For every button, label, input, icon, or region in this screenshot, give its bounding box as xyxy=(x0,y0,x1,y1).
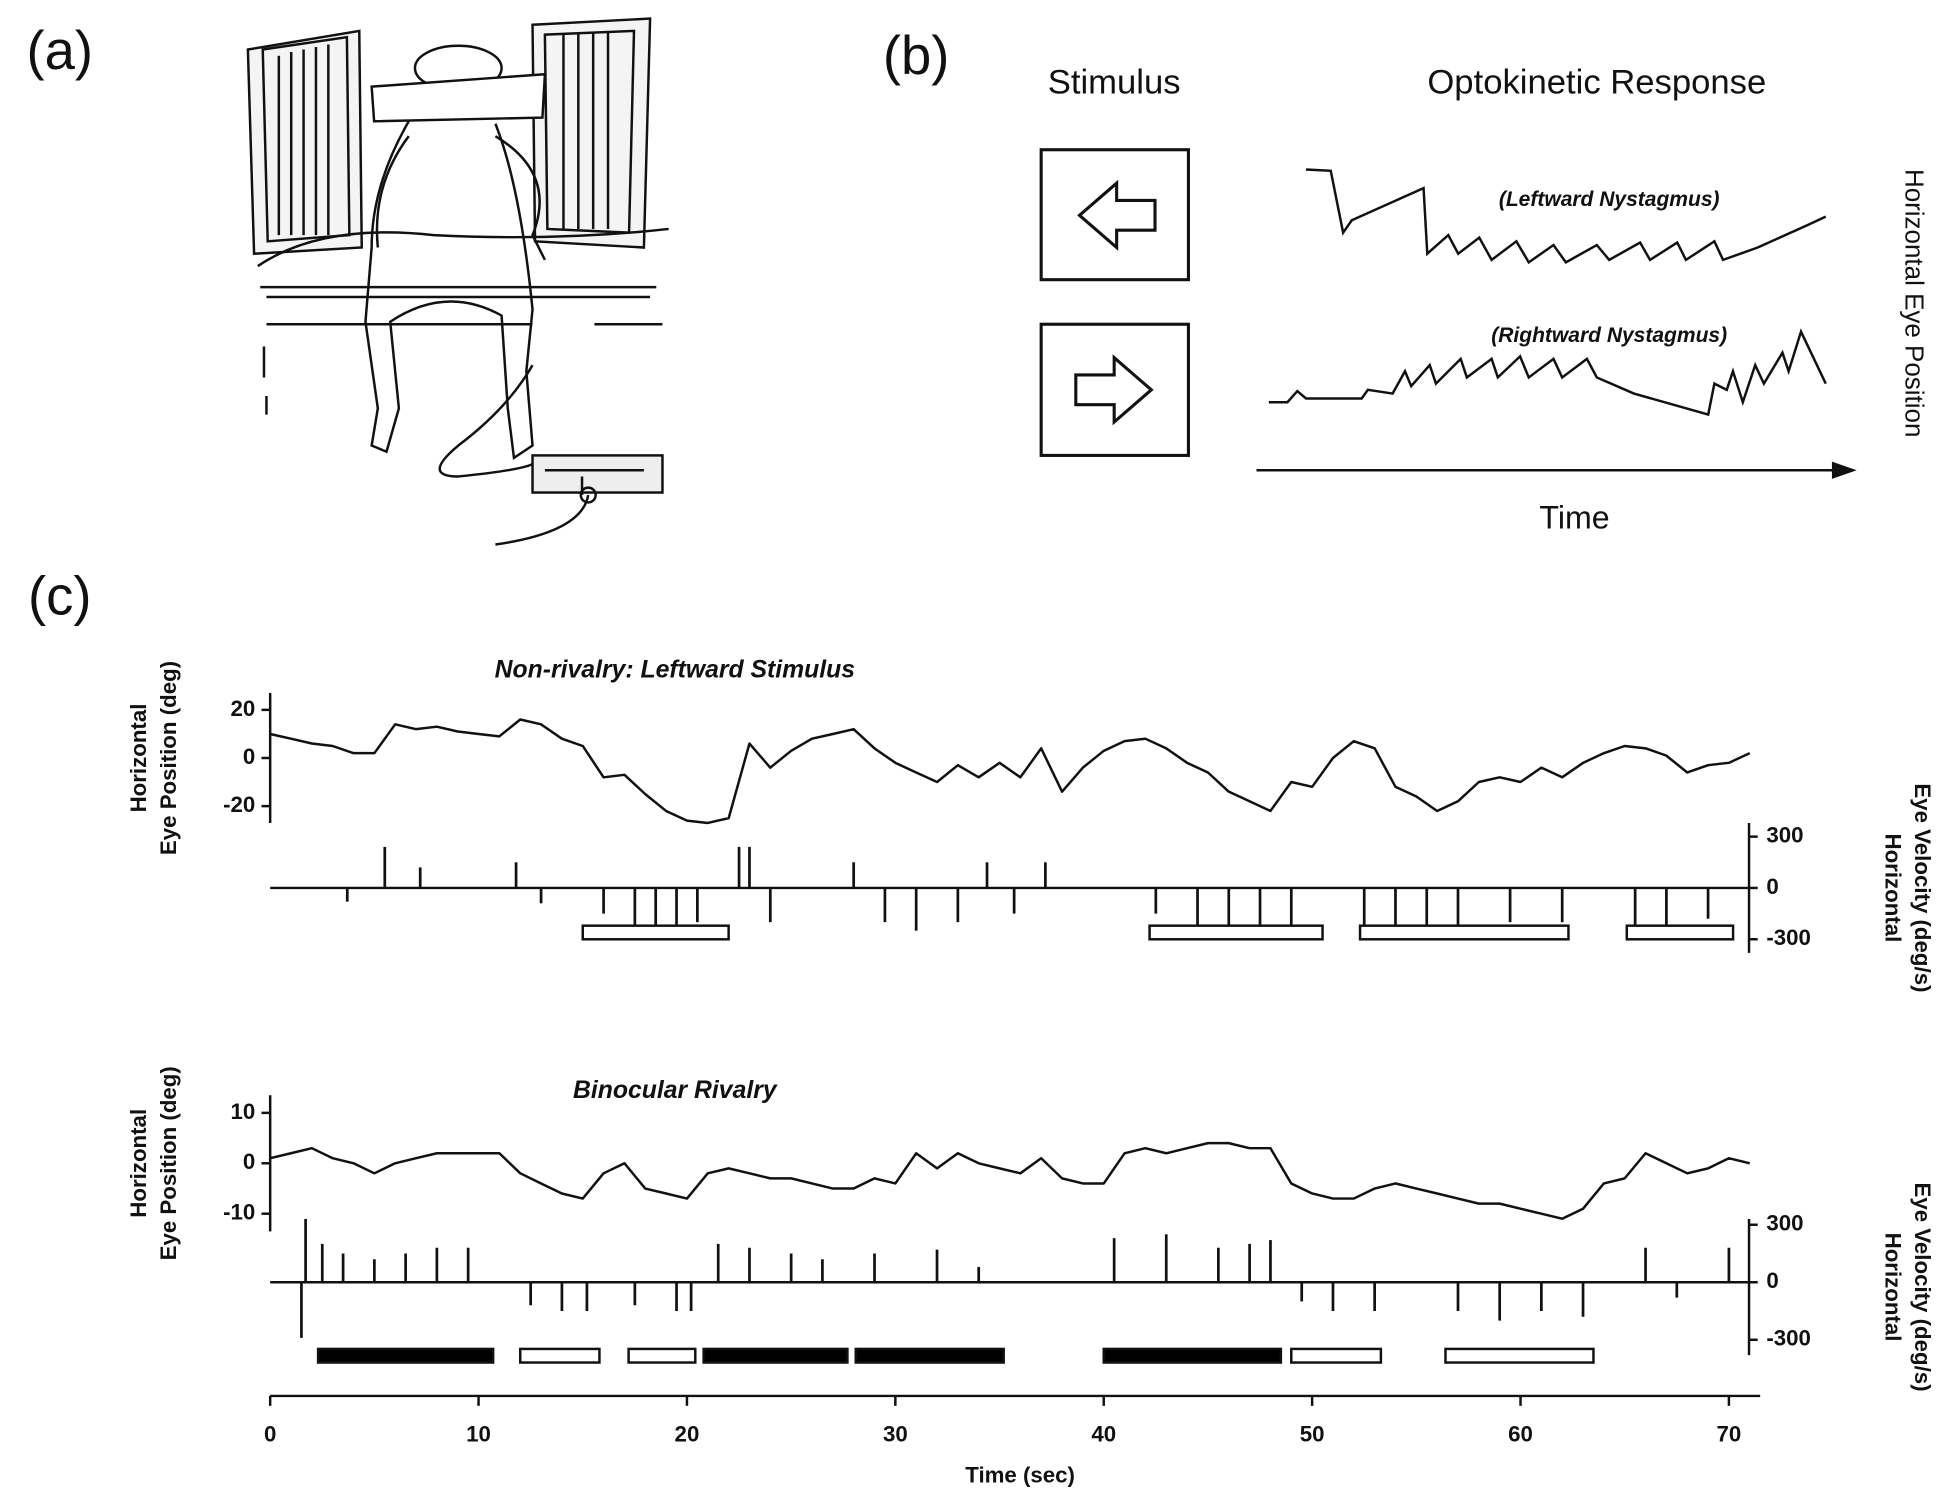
percept-interval xyxy=(702,1347,849,1364)
x-tick-label: 40 xyxy=(1091,1421,1116,1446)
y2-axis-title: Eye Velocity (deg/s) xyxy=(1910,1182,1935,1391)
eye-position-trace xyxy=(269,1141,1751,1220)
apparatus-drawing xyxy=(246,17,669,546)
panel-label: (b) xyxy=(883,25,950,86)
x-tick-label: 70 xyxy=(1717,1421,1742,1446)
eye-position-trace xyxy=(269,718,1751,825)
x-tick-label: 50 xyxy=(1300,1421,1325,1446)
y-tick-label: -20 xyxy=(223,792,255,817)
percept-interval xyxy=(519,1347,601,1364)
chart-title: Binocular Rivalry xyxy=(573,1077,778,1104)
response-heading: Optokinetic Response xyxy=(1427,63,1766,101)
y2-tick-label: 0 xyxy=(1766,1268,1778,1293)
percept-interval xyxy=(627,1347,697,1364)
percept-interval xyxy=(1625,924,1735,941)
y2-tick-label: 0 xyxy=(1766,874,1778,899)
time-label: Time xyxy=(1539,499,1609,535)
y-axis-title: Horizontal xyxy=(126,1109,151,1218)
x-tick-label: 60 xyxy=(1508,1421,1533,1446)
eye-position-label: Horizontal Eye Position xyxy=(1900,169,1930,437)
chart-title: Non-rivalry: Leftward Stimulus xyxy=(495,656,855,683)
percept-interval xyxy=(316,1347,495,1364)
percept-interval xyxy=(1148,924,1324,941)
x-tick-label: 20 xyxy=(675,1421,700,1446)
percept-interval xyxy=(1358,924,1570,941)
panel-label: (a) xyxy=(27,20,94,81)
x-axis-title: Time (sec) xyxy=(965,1462,1075,1487)
y2-axis-title: Horizontal xyxy=(1880,1233,1905,1342)
y-tick-label: 10 xyxy=(231,1099,256,1124)
percept-interval xyxy=(854,1347,1005,1364)
trace-note: (Rightward Nystagmus) xyxy=(1491,324,1727,347)
y2-tick-label: -300 xyxy=(1766,925,1811,950)
y2-tick-label: 300 xyxy=(1766,823,1803,848)
y-axis-title: Eye Position (deg) xyxy=(156,661,181,855)
percept-interval xyxy=(1102,1347,1283,1364)
y-tick-label: 20 xyxy=(231,696,256,721)
leftward-trace xyxy=(1305,168,1827,265)
percept-interval xyxy=(581,924,730,941)
trace-note: (Leftward Nystagmus) xyxy=(1499,188,1720,211)
y-axis-title: Horizontal xyxy=(126,704,151,813)
y2-axis-title: Horizontal xyxy=(1880,834,1905,943)
x-tick-label: 30 xyxy=(883,1421,908,1446)
rightward-trace xyxy=(1268,328,1827,417)
x-tick-label: 10 xyxy=(466,1421,491,1446)
y2-axis-title: Eye Velocity (deg/s) xyxy=(1910,783,1935,992)
y2-tick-label: 300 xyxy=(1766,1211,1803,1236)
y-tick-label: 0 xyxy=(243,744,255,769)
percept-interval xyxy=(1444,1347,1595,1364)
stimulus-heading: Stimulus xyxy=(1048,63,1181,101)
y2-tick-label: -300 xyxy=(1766,1326,1811,1351)
percept-interval xyxy=(1290,1347,1383,1364)
x-tick-label: 0 xyxy=(264,1421,276,1446)
stimulus-boxes xyxy=(1039,148,1190,457)
y-axis-title: Eye Position (deg) xyxy=(156,1066,181,1260)
y-tick-label: -10 xyxy=(223,1200,255,1225)
y-tick-label: 0 xyxy=(243,1149,255,1174)
panel-label: (c) xyxy=(28,566,91,627)
time-arrow xyxy=(1256,461,1857,479)
